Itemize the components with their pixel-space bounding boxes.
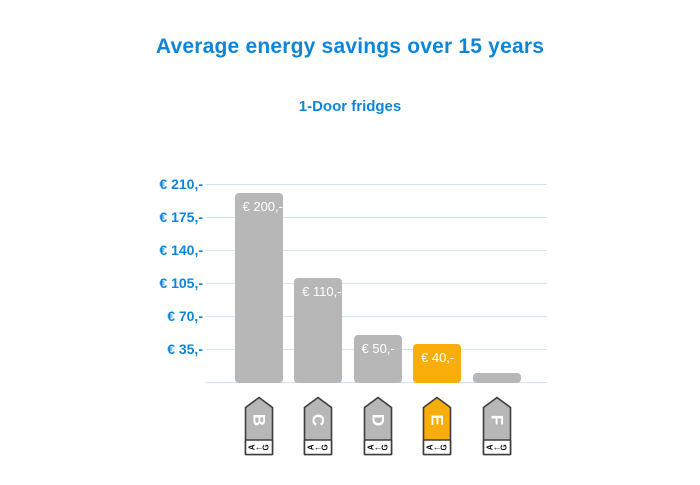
tag-class-letter: C bbox=[309, 414, 328, 426]
energy-label-tag-B: B A ← G bbox=[244, 396, 274, 461]
tag-scale-band bbox=[244, 439, 273, 456]
bar-value-label: € 40,- bbox=[421, 350, 455, 366]
tag-scale-from: A bbox=[247, 444, 256, 450]
energy-label-tag-E: E A ← G bbox=[422, 396, 452, 461]
tag-scale-band bbox=[363, 439, 392, 456]
energy-label-tag-F: F A ← G bbox=[482, 396, 512, 461]
tag-scale-to: G bbox=[321, 444, 330, 450]
tag-scale-band bbox=[422, 439, 452, 456]
energy-label-tag-D: D A ← G bbox=[363, 396, 393, 461]
bar-C: € 110,- bbox=[294, 278, 342, 383]
tag-scale-arrow-icon: ← bbox=[254, 442, 263, 452]
tag-class-letter: B bbox=[249, 414, 268, 426]
bar-B: € 200,- bbox=[234, 193, 283, 383]
tag-scale-to: G bbox=[440, 444, 449, 450]
chart-title: Average energy savings over 15 years bbox=[155, 35, 545, 58]
gridline bbox=[206, 250, 547, 251]
tag-scale-band bbox=[482, 439, 511, 456]
y-axis-label: € 140,- bbox=[159, 242, 203, 258]
gridline bbox=[206, 217, 547, 218]
tag-class-letter: F bbox=[487, 415, 506, 425]
tag-scale-arrow-icon: ← bbox=[373, 442, 382, 452]
tag-scale-from: A bbox=[366, 444, 375, 450]
tag-scale-arrow-icon: ← bbox=[433, 442, 442, 452]
tag-scale-to: G bbox=[499, 444, 508, 450]
y-axis-label: € 105,- bbox=[159, 275, 203, 291]
tag-scale-from: A bbox=[485, 444, 494, 450]
tag-scale-from: A bbox=[426, 444, 435, 450]
tag-scale-band bbox=[303, 439, 333, 456]
tag-class-letter: D bbox=[368, 414, 387, 426]
y-axis-label: € 175,- bbox=[159, 209, 203, 225]
bar-F bbox=[472, 372, 521, 383]
bar-value-label: € 50,- bbox=[361, 340, 395, 356]
bar-value-label: € 200,- bbox=[242, 199, 283, 215]
tag-scale-to: G bbox=[261, 444, 270, 450]
chart-subtitle: 1-Door fridges bbox=[298, 98, 402, 115]
tag-class-letter: E bbox=[428, 414, 447, 425]
gridline bbox=[206, 283, 547, 284]
gridline bbox=[206, 316, 547, 317]
bar-E: € 40,- bbox=[413, 344, 461, 383]
gridline bbox=[206, 184, 547, 185]
tag-scale-to: G bbox=[380, 444, 389, 450]
y-axis-label: € 70,- bbox=[167, 308, 203, 324]
y-axis-label: € 35,- bbox=[167, 341, 203, 357]
y-axis-label: € 210,- bbox=[159, 176, 203, 192]
bar-value-label: € 110,- bbox=[302, 284, 342, 300]
tag-scale-arrow-icon: ← bbox=[492, 442, 501, 452]
bar-D: € 50,- bbox=[353, 334, 402, 383]
energy-label-tag-C: C A ← G bbox=[303, 396, 333, 461]
tag-scale-arrow-icon: ← bbox=[314, 442, 323, 452]
tag-scale-from: A bbox=[307, 444, 316, 450]
